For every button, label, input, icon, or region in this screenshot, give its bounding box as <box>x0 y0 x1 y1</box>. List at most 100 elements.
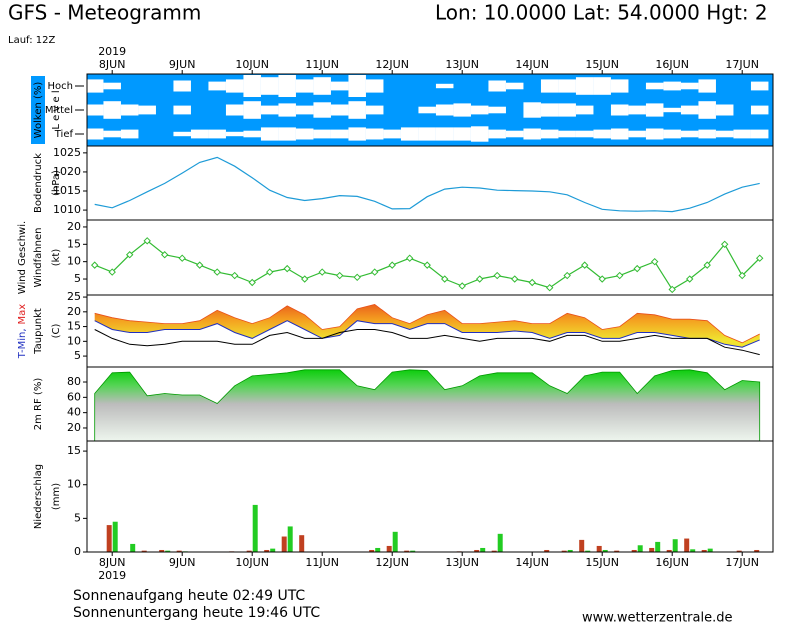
precip-bar <box>637 545 643 552</box>
y-tick-label: 0 <box>74 545 81 558</box>
cloud-cover <box>593 77 611 95</box>
precip-bar <box>112 521 118 552</box>
cloud-cover <box>453 103 471 117</box>
marker <box>580 261 589 269</box>
precip-bar <box>410 550 416 552</box>
marker <box>510 275 519 283</box>
y-tick-label: 1025 <box>53 146 81 159</box>
precip-bar <box>404 550 410 552</box>
temperature-band <box>94 304 760 348</box>
cloud-cover <box>750 81 769 91</box>
cloud-cover <box>243 101 261 119</box>
precip-bar <box>480 547 486 552</box>
precip-bar <box>736 550 742 552</box>
precip-bar <box>369 549 375 552</box>
level-label: Hoch <box>48 81 73 92</box>
marker <box>335 271 344 280</box>
precip-bar <box>264 549 270 552</box>
marker <box>143 237 151 245</box>
y-tick-label: 15 <box>67 444 81 457</box>
y-tick-label: 10 <box>67 255 81 268</box>
y-axis-label: T-Min, Max <box>17 304 28 359</box>
y-tick-label: 5 <box>74 511 81 524</box>
marker <box>388 261 396 269</box>
cloud-cover <box>383 129 401 139</box>
precip-bar <box>579 539 585 552</box>
cloud-cover <box>278 103 296 117</box>
cloud-cover <box>103 130 121 138</box>
marker <box>458 282 466 290</box>
precip-bar <box>287 526 293 552</box>
cloud-cover <box>750 105 769 115</box>
marker <box>703 261 711 269</box>
level-label: Mittel <box>45 105 73 116</box>
cloud-cover <box>715 130 734 138</box>
x-tick-label-top: 15JUN <box>585 58 619 71</box>
cloud-cover <box>610 128 629 140</box>
cloud-cover <box>295 79 314 93</box>
cloud-cover <box>103 101 121 119</box>
marker <box>615 271 624 280</box>
marker <box>545 284 554 292</box>
precip-bar <box>649 547 655 552</box>
cloud-cover <box>295 105 314 115</box>
cloud-cover <box>628 130 646 138</box>
cloud-cover <box>313 102 331 118</box>
cloud-cover <box>435 104 454 116</box>
cloud-cover <box>278 75 296 97</box>
marker <box>650 257 659 266</box>
x-tick-label-bottom: 8JUN <box>99 556 126 569</box>
cloud-cover <box>488 129 506 139</box>
cloud-cover <box>330 81 349 91</box>
marker <box>318 268 326 276</box>
cloud-cover <box>365 105 384 115</box>
marker <box>178 254 186 262</box>
y-tick-label: 25 <box>67 290 81 303</box>
year-top: 2019 <box>98 45 126 58</box>
y-tick-label: 5 <box>74 272 81 285</box>
cloud-cover <box>645 82 664 90</box>
y-axis-label: L e v e l <box>51 90 62 129</box>
precip-bar <box>614 550 620 552</box>
precip-bar <box>130 543 136 552</box>
cloud-cover <box>698 79 716 93</box>
cloud-cover <box>348 101 366 119</box>
x-tick-label-top: 17JUN <box>725 58 759 71</box>
precip-bar <box>392 531 398 552</box>
cloud-cover <box>645 128 664 140</box>
cloud-cover <box>505 82 524 90</box>
precip-bar <box>707 548 713 552</box>
marker <box>248 278 256 287</box>
marker <box>720 240 729 249</box>
cloud-cover <box>558 103 576 117</box>
cloud-cover <box>173 105 191 115</box>
y-axis-label: (hPa) <box>51 170 62 196</box>
y-tick-label: 80 <box>67 375 81 388</box>
cloud-cover <box>103 82 121 90</box>
cloud-cover <box>243 130 261 138</box>
marker <box>738 271 746 280</box>
run: Lauf: 12Z <box>8 35 55 46</box>
cloud-cover <box>558 79 576 93</box>
cloud-cover <box>733 129 751 139</box>
y-tick-label: 40 <box>67 406 81 419</box>
cloud-cover <box>85 104 104 116</box>
marker <box>633 264 641 273</box>
cloud-cover <box>558 130 576 138</box>
humidity-area <box>94 369 761 442</box>
cloud-cover <box>173 80 191 92</box>
marker <box>405 254 414 262</box>
x-tick-label-bottom: 16JUN <box>655 556 689 569</box>
y-axis-label: Wolken (%) <box>33 82 44 139</box>
marker <box>370 268 379 276</box>
cloud-cover <box>470 126 489 142</box>
precip-bar <box>567 549 573 552</box>
cloud-cover <box>680 82 699 90</box>
x-tick-label-top: 10JUN <box>235 58 269 71</box>
precip-bar <box>631 549 637 552</box>
cloud-cover <box>663 129 681 139</box>
y-tick-label: 10 <box>67 334 81 347</box>
cloud-cover <box>348 75 366 97</box>
y-axis-label: Taupunkt <box>33 308 44 355</box>
